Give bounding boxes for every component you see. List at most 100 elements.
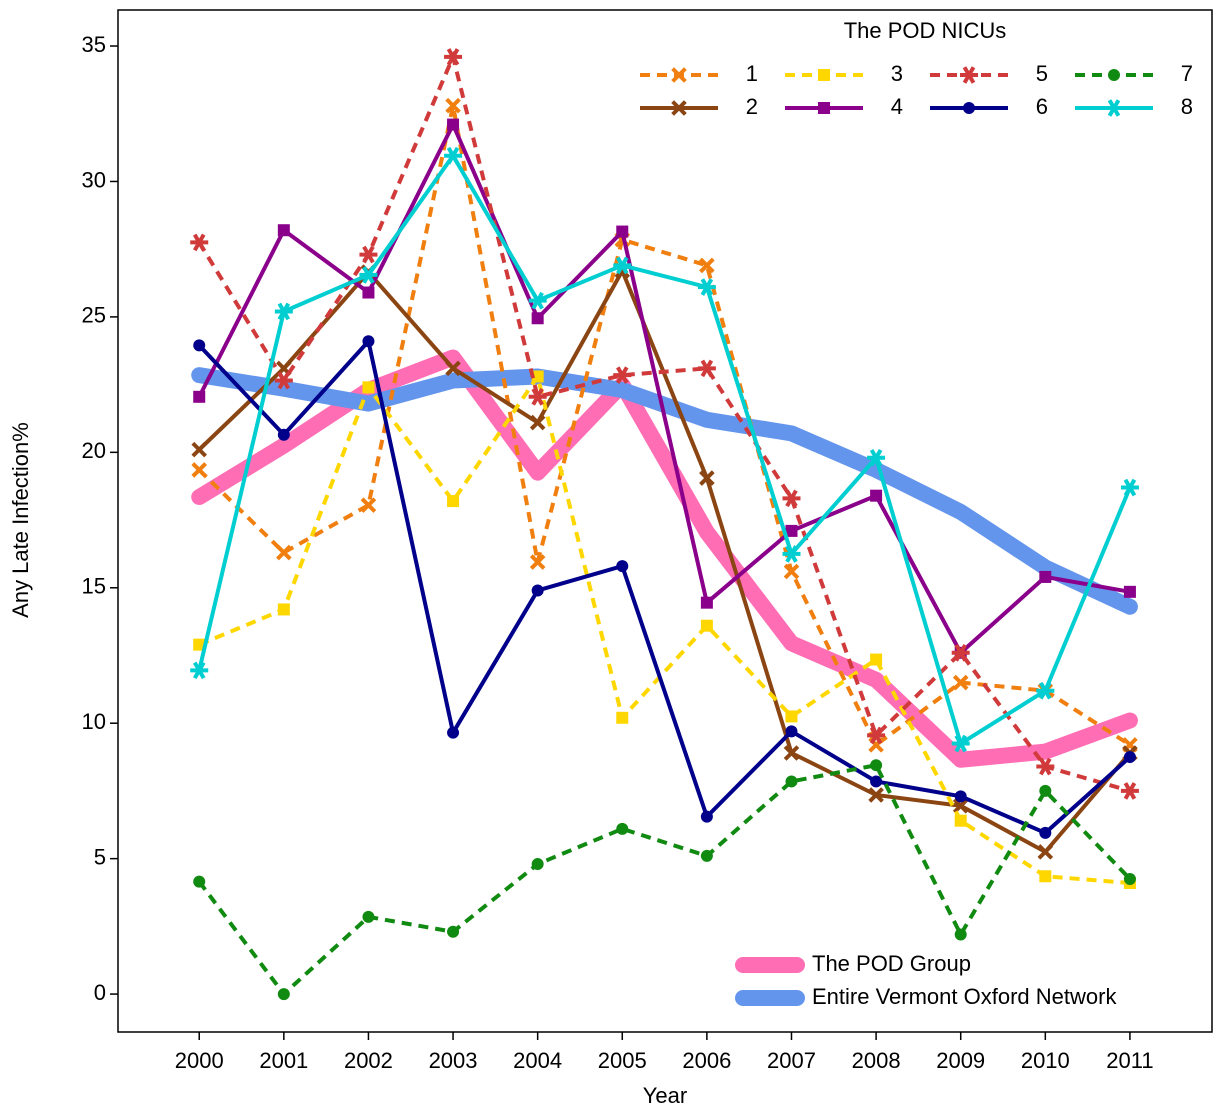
marker — [870, 759, 883, 772]
marker — [867, 726, 886, 745]
marker — [445, 97, 461, 114]
series-line — [197, 152, 1132, 747]
marker — [362, 335, 375, 348]
marker — [362, 381, 375, 394]
legend-title: The POD NICUs — [844, 18, 1007, 43]
marker-shape — [1123, 478, 1137, 497]
marker — [277, 988, 290, 1001]
marker — [362, 286, 375, 299]
marker — [616, 711, 629, 724]
marker — [700, 619, 713, 632]
plot-frame — [117, 9, 1213, 1033]
marker — [447, 495, 460, 508]
marker — [1036, 681, 1055, 700]
marker-shape — [616, 560, 629, 573]
marker-shape — [447, 925, 460, 938]
marker-shape — [818, 102, 830, 114]
marker — [700, 810, 713, 823]
marker — [359, 266, 378, 284]
marker-shape — [1039, 784, 1052, 797]
marker — [671, 67, 687, 83]
marker — [870, 775, 883, 788]
marker — [529, 554, 546, 570]
x-tick-label: 2008 — [852, 1048, 901, 1073]
y-tick-label: 10 — [82, 709, 106, 734]
marker — [447, 925, 460, 938]
marker-shape — [783, 563, 800, 580]
marker-shape — [954, 814, 967, 827]
marker-shape — [785, 775, 798, 788]
marker-shape — [954, 643, 967, 662]
marker-shape — [277, 988, 290, 1001]
marker-shape — [954, 790, 967, 803]
marker-shape — [1039, 870, 1052, 883]
marker-shape — [952, 798, 969, 814]
series-line — [197, 50, 1131, 793]
marker-shape — [1123, 872, 1136, 885]
marker-shape — [193, 875, 206, 888]
series-line — [198, 371, 1131, 886]
marker — [1120, 478, 1139, 497]
marker-shape — [700, 278, 714, 296]
marker-shape — [700, 810, 713, 823]
marker — [954, 814, 967, 827]
marker-shape — [1039, 826, 1052, 839]
x-tick-label: 2001 — [259, 1048, 308, 1073]
marker-shape — [783, 745, 800, 761]
marker — [697, 359, 716, 378]
marker — [274, 302, 293, 321]
marker-shape — [700, 359, 714, 378]
marker-shape — [785, 725, 798, 738]
marker — [785, 775, 798, 788]
marker-shape — [1123, 751, 1136, 764]
marker — [193, 875, 206, 888]
marker — [362, 910, 375, 923]
marker-shape — [700, 849, 713, 862]
marker — [193, 638, 206, 651]
marker-shape — [445, 360, 461, 377]
marker — [951, 734, 970, 753]
marker — [870, 489, 883, 502]
marker-shape — [277, 371, 291, 390]
marker — [277, 428, 290, 441]
marker — [1123, 872, 1136, 885]
marker-shape — [963, 102, 975, 114]
marker — [616, 822, 629, 835]
marker — [531, 370, 544, 383]
series-line — [197, 105, 1132, 748]
marker — [1123, 751, 1136, 764]
marker — [528, 388, 547, 406]
x-tick-label: 2006 — [682, 1048, 731, 1073]
marker-shape — [952, 674, 969, 691]
marker — [782, 489, 801, 508]
y-tick-label: 35 — [82, 32, 106, 57]
marker — [867, 448, 886, 467]
marker — [954, 928, 967, 941]
reference-line — [191, 367, 1138, 615]
marker-shape — [1039, 570, 1052, 583]
marker-shape — [276, 544, 292, 561]
marker-shape — [1039, 681, 1052, 700]
marker-shape — [785, 710, 798, 723]
marker-shape — [362, 266, 375, 284]
y-tick-label: 5 — [94, 844, 106, 869]
marker — [190, 233, 209, 252]
marker-shape — [954, 928, 967, 941]
marker-shape — [962, 66, 976, 84]
legend-label: 5 — [1036, 61, 1048, 86]
marker-shape — [531, 291, 544, 310]
series-line — [197, 337, 1132, 836]
marker-shape — [531, 312, 544, 325]
marker — [1123, 585, 1136, 598]
marker — [951, 643, 970, 662]
marker-shape — [699, 470, 715, 486]
marker — [191, 462, 208, 478]
series-line — [197, 119, 1131, 656]
marker — [1039, 570, 1052, 583]
marker — [616, 560, 629, 573]
marker-shape — [671, 100, 687, 116]
marker — [360, 497, 377, 513]
marker — [960, 66, 978, 84]
marker-shape — [362, 910, 375, 923]
